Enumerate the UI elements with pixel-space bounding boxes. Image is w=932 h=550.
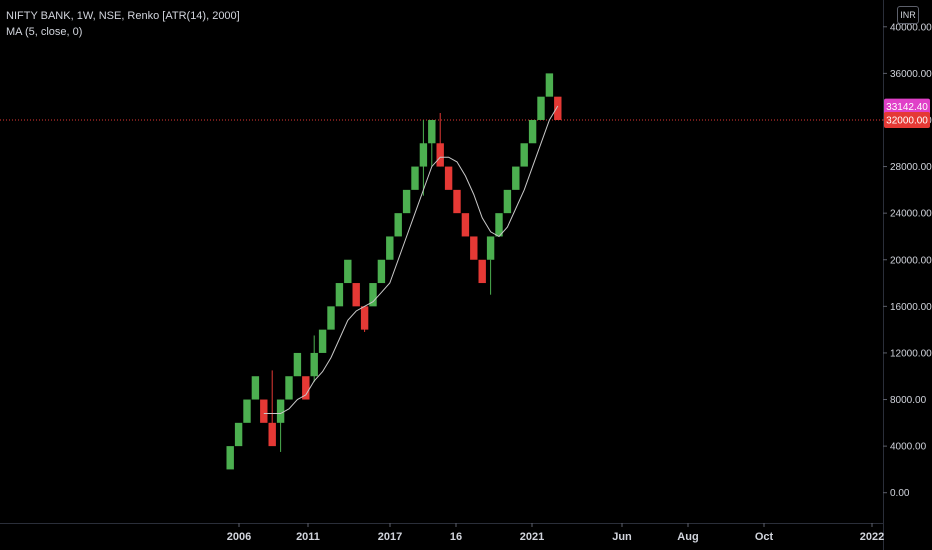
renko-brick-down[interactable] (453, 189, 461, 214)
time-axis[interactable]: 2006 2011 2017 16 2021 Jun Aug Oct 2022 (227, 523, 884, 543)
renko-brick-up[interactable] (419, 143, 428, 167)
last-price-tag: 33142.40 (886, 102, 928, 113)
chart-legend: NIFTY BANK, 1W, NSE, Renko [ATR(14), 200… (6, 8, 240, 40)
symbol-title[interactable]: NIFTY BANK, 1W, NSE, Renko [ATR(14), 200… (6, 10, 240, 22)
renko-brick-up[interactable] (386, 236, 394, 260)
renko-brick-up[interactable] (318, 329, 327, 353)
renko-brick-up[interactable] (528, 119, 537, 144)
renko-brick-up[interactable] (537, 96, 545, 120)
time-tick-label: 16 (450, 531, 462, 543)
ma-5-line (263, 105, 559, 414)
renko-brick-down[interactable] (260, 399, 268, 423)
price-tick-label: 4000.00 (890, 442, 927, 453)
price-tick-label: 12000.00 (890, 348, 932, 359)
renko-brick-up[interactable] (402, 189, 411, 214)
renko-brick-up[interactable] (335, 283, 344, 307)
renko-brick-up[interactable] (394, 213, 402, 237)
currency-button[interactable]: INR (897, 6, 919, 24)
renko-brick-up[interactable] (486, 236, 495, 260)
time-tick-label: Aug (677, 531, 698, 543)
renko-brick-down[interactable] (444, 166, 453, 190)
time-tick-label: Jun (612, 531, 632, 543)
price-tick-label: 24000.00 (890, 209, 932, 220)
price-tags: 33142.40 32000.00 (884, 98, 930, 128)
renko-brick-up[interactable] (503, 189, 512, 214)
time-tick-label: 2017 (378, 531, 402, 543)
renko-brick-up[interactable] (428, 119, 436, 144)
renko-brick-down[interactable] (360, 306, 369, 330)
renko-brick-up[interactable] (293, 352, 302, 377)
ma-indicator-label[interactable]: MA (5, close, 0) (6, 26, 83, 38)
renko-brick-up[interactable] (377, 259, 386, 284)
renko-brick-up[interactable] (545, 73, 554, 97)
price-tick-label: 16000.00 (890, 302, 932, 313)
renko-brick-up[interactable] (495, 213, 503, 237)
price-tick-label: 40000.00 (890, 22, 932, 33)
renko-brick-up[interactable] (327, 306, 335, 330)
renko-brick-down[interactable] (352, 283, 360, 307)
renko-brick-up[interactable] (520, 143, 528, 167)
last-price-tag-bg (884, 98, 930, 115)
renko-brick-up[interactable] (276, 399, 285, 423)
price-axis[interactable]: 0.00 4000.00 8000.00 12000.00 16000.00 20000.… (883, 22, 932, 499)
renko-brick-down[interactable] (302, 376, 310, 400)
renko-brick-up[interactable] (344, 259, 352, 284)
renko-brick-up[interactable] (234, 422, 243, 447)
renko-brick-down[interactable] (478, 259, 486, 284)
price-tick-label: 20000.00 (890, 255, 932, 266)
renko-brick-up[interactable] (512, 166, 520, 190)
renko-brick-up[interactable] (226, 446, 234, 470)
renko-brick-down[interactable] (470, 236, 478, 260)
time-tick-label: 2022 (860, 531, 884, 543)
renko-brick-up[interactable] (369, 283, 377, 307)
renko-brick-down[interactable] (436, 143, 444, 167)
price-tick-label: 8000.00 (890, 395, 927, 406)
renko-brick-down[interactable] (461, 213, 470, 237)
time-tick-label: Oct (755, 531, 774, 543)
renko-brick-down[interactable] (268, 422, 276, 447)
renko-brick-up[interactable] (411, 166, 419, 190)
time-tick-label: 2011 (296, 531, 320, 543)
ma-line (263, 105, 559, 414)
renko-brick-up[interactable] (285, 376, 293, 400)
renko-brick-up[interactable] (310, 352, 318, 377)
time-tick-label: 2021 (520, 531, 544, 543)
brick-close-tag: 32000.00 (886, 115, 928, 126)
brick-close-tag-bg (884, 111, 930, 128)
time-tick-label: 2006 (227, 531, 251, 543)
price-tick-label: 0.00 (890, 488, 910, 499)
renko-bricks[interactable] (226, 73, 562, 470)
renko-brick-up[interactable] (243, 399, 251, 423)
renko-brick-up[interactable] (251, 376, 260, 400)
price-tick-label: 36000.00 (890, 69, 932, 80)
price-tick-label: 28000.00 (890, 162, 932, 173)
renko-brick-down[interactable] (554, 96, 562, 120)
